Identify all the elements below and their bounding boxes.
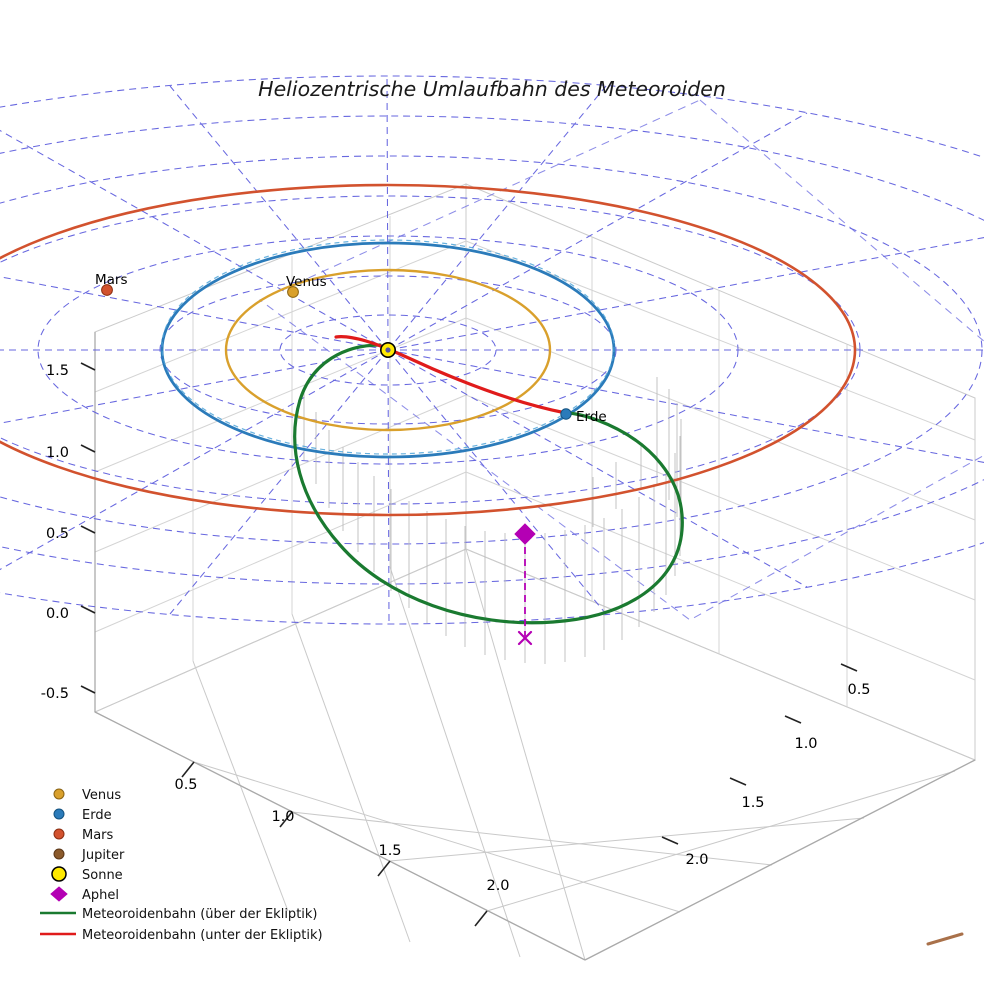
legend-label-aphel: Aphel <box>82 888 119 903</box>
ecliptic-spokes <box>0 75 984 625</box>
mars-marker[interactable] <box>101 284 113 296</box>
ecliptic-ring-7 <box>0 75 984 625</box>
y-axis-spine <box>584 759 976 961</box>
axis-spines <box>94 332 976 961</box>
z-tick-label-2: 0.5 <box>46 526 69 542</box>
venus-label: Venus <box>286 274 327 290</box>
y-tick-2 <box>729 777 747 786</box>
legend-marker-erde <box>53 808 65 820</box>
aphel-marker[interactable] <box>514 523 536 545</box>
legend-label-meteoroid-below: Meteoroidenbahn (unter der Ekliptik) <box>82 928 323 943</box>
meteoroid-orbit-above[interactable] <box>293 343 684 625</box>
legend-label-meteoroid-above: Meteoroidenbahn (über der Ekliptik) <box>82 907 318 922</box>
aphel-floor-cross-icon <box>517 630 533 646</box>
legend-marker-sonne <box>51 866 67 882</box>
x-axis-tick-labels: 0.5 1.0 1.5 2.0 <box>174 777 509 894</box>
sonne-marker[interactable] <box>379 341 396 358</box>
legend-item-jupiter[interactable]: Jupiter <box>53 848 125 863</box>
legend-label-mars: Mars <box>82 828 114 843</box>
legend-marker-mars <box>53 828 65 840</box>
z-tick-label-3: 0.0 <box>46 606 69 622</box>
legend-label-jupiter: Jupiter <box>81 848 125 863</box>
y-tick-label-2: 1.5 <box>741 795 764 811</box>
y-tick-label-3: 2.0 <box>685 852 708 868</box>
mars-orbit[interactable] <box>0 183 857 517</box>
legend-marker-venus <box>53 788 65 800</box>
x-tick-2 <box>377 860 391 877</box>
legend-item-meteoroid-above[interactable]: Meteoroidenbahn (über der Ekliptik) <box>40 907 318 922</box>
y-axis-ticks <box>661 663 858 845</box>
y-axis-tick-labels: 0.5 1.0 1.5 2.0 <box>685 682 870 868</box>
mars-label: Mars <box>95 272 128 288</box>
left-pane-grid <box>94 183 467 713</box>
page-title: Heliozentrische Umlaufbahn des Meteoroid… <box>258 77 726 101</box>
x-tick-3 <box>474 910 488 927</box>
legend-item-aphel[interactable]: Aphel <box>50 886 119 903</box>
z-tick-label-0: 1.5 <box>46 363 69 379</box>
z-tick-0 <box>80 362 96 371</box>
floor-pane-grid <box>93 548 977 961</box>
legend-marker-aphel <box>50 886 68 902</box>
legend-item-meteoroid-below[interactable]: Meteoroidenbahn (unter der Ekliptik) <box>40 928 323 943</box>
meteoroid-orbit-below[interactable] <box>334 335 568 415</box>
legend-label-sonne: Sonne <box>82 868 123 883</box>
z-tick-4 <box>80 685 96 694</box>
y-tick-1 <box>784 715 802 724</box>
venus-orbit[interactable] <box>224 268 552 432</box>
legend-marker-jupiter <box>53 848 65 860</box>
x-tick-0 <box>181 761 195 778</box>
x-tick-1 <box>279 811 293 828</box>
erde-marker[interactable] <box>560 408 572 420</box>
y-tick-3 <box>661 836 679 845</box>
z-axis-ticks <box>80 362 96 694</box>
legend-item-mars[interactable]: Mars <box>53 828 114 843</box>
x-tick-label-1: 1.0 <box>271 809 294 825</box>
z-tick-3 <box>80 605 96 614</box>
y-tick-label-0: 0.5 <box>847 682 870 698</box>
ecliptic-polar-grid <box>0 75 984 625</box>
erde-label: Erde <box>576 409 607 425</box>
legend-item-venus[interactable]: Venus <box>53 788 121 803</box>
x-axis-spine <box>94 711 586 961</box>
legend[interactable]: Venus Erde Mars Jupiter Sonne <box>40 788 323 943</box>
z-tick-1 <box>80 444 96 453</box>
jupiter-orbit-corner-sliver <box>926 932 964 946</box>
z-tick-2 <box>80 525 96 534</box>
x-tick-label-2: 1.5 <box>378 843 401 859</box>
legend-item-erde[interactable]: Erde <box>53 808 112 823</box>
x-axis-ticks <box>181 761 488 927</box>
legend-label-venus: Venus <box>82 788 121 803</box>
axes-panes <box>93 183 977 961</box>
venus-marker[interactable] <box>287 286 299 298</box>
y-tick-0 <box>840 663 858 672</box>
z-axis-tick-labels: 1.5 1.0 0.5 0.0 -0.5 <box>41 363 69 702</box>
x-tick-label-0: 0.5 <box>174 777 197 793</box>
z-tick-label-1: 1.0 <box>46 445 69 461</box>
legend-label-erde: Erde <box>82 808 112 823</box>
erde-orbit[interactable] <box>160 239 616 459</box>
y-tick-label-1: 1.0 <box>794 736 817 752</box>
x-tick-label-3: 2.0 <box>486 878 509 894</box>
z-tick-label-4: -0.5 <box>41 686 69 702</box>
legend-item-sonne[interactable]: Sonne <box>51 866 123 883</box>
